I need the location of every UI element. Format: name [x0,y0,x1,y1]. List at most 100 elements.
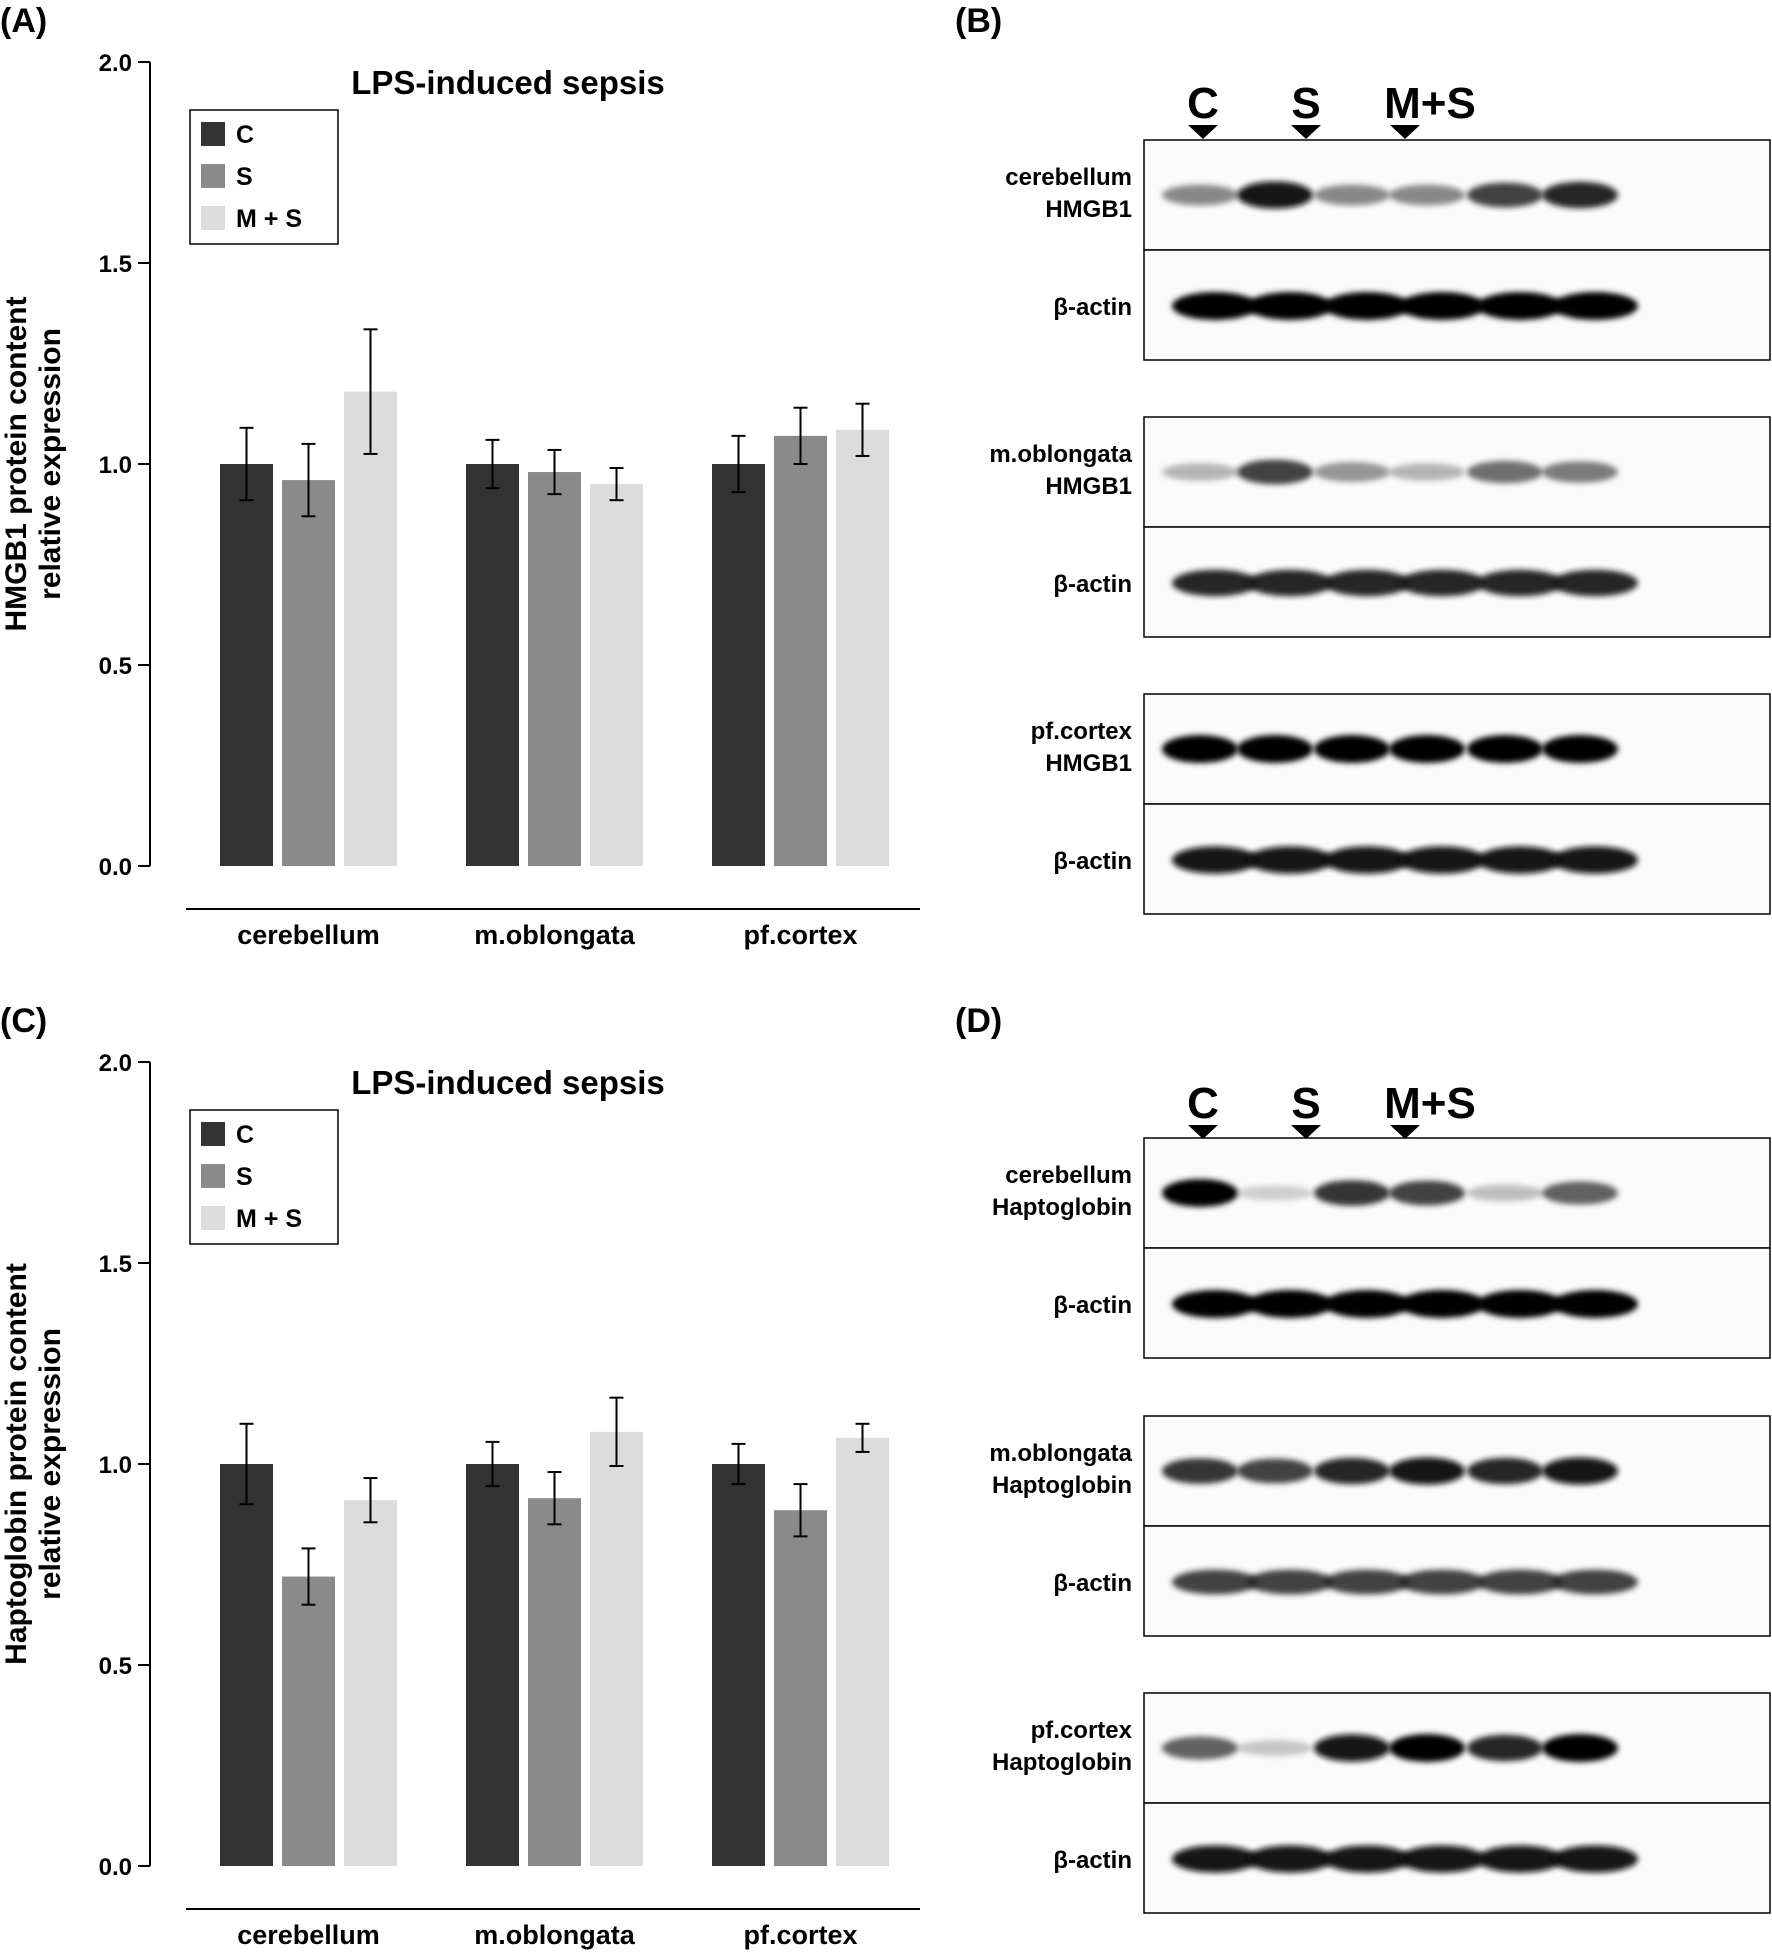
blot-band [1162,463,1238,481]
blot-band [1172,1845,1258,1873]
blot-band [1399,1569,1485,1595]
blot-band [1247,1290,1333,1318]
blot-band [1247,1569,1333,1595]
y-axis-label: HMGB1 protein content [0,296,33,631]
blot-band [1314,184,1390,206]
western-blot-panel-b: (B)C S M+ScerebellumHMGB1β-actinm.oblongat… [955,2,1771,915]
lane-label: M+S [1384,1079,1476,1128]
blot-target-label: Haptoglobin [992,1749,1132,1776]
y-tick-label: 0.0 [99,854,132,881]
blot-band [1552,292,1638,320]
blot-band [1542,1734,1618,1762]
blot-target-label: cerebellum [1005,1162,1132,1189]
blot-band [1542,735,1618,763]
blot-band [1389,1180,1465,1206]
y-tick-label: 0.5 [99,653,132,680]
bar [344,1500,397,1866]
bar [590,484,643,866]
blot-band [1552,1569,1638,1595]
bar-chart-panel-a: (A) 0.0 0.5 1.0 1.5 2.0 HMGB1 protein content r… [0,2,920,950]
blot-control-label: β-actin [1053,1570,1132,1597]
blot-target-label: pf.cortex [1031,1717,1133,1744]
blot-band [1237,735,1313,763]
lane-arrow [1188,1125,1218,1139]
category-label: pf.cortex [743,920,857,950]
bar-chart-panel-c: (C) 0.0 0.5 1.0 1.5 2.0 Haptoglobin protein co… [0,1002,920,1950]
blot-band [1467,182,1543,208]
blot-band [1399,846,1485,874]
legend-swatch [201,206,225,230]
lane-label: C [1187,1079,1219,1128]
blot-band [1389,463,1465,481]
blot-group: pf.cortex Haptoglobin β-actin [992,1692,1771,1914]
y-axis-label: Haptoglobin protein content [0,1263,33,1665]
bar [282,480,335,866]
blot-band [1552,1290,1638,1318]
blot-target-label: cerebellum [1005,164,1132,191]
blot-band [1247,292,1333,320]
blot-band [1477,292,1563,320]
chart-title: LPS-induced sepsis [351,1064,665,1101]
blot-band [1172,1569,1258,1595]
legend-entry: S [236,163,253,191]
blot-group: m.oblongata Haptoglobin β-actin [989,1415,1771,1637]
category-label: pf.cortex [743,1920,857,1950]
blot-band [1314,1734,1390,1762]
blot-target-label: pf.cortex [1031,718,1133,745]
blot-band [1467,735,1543,763]
blot-band [1172,846,1258,874]
blot-band [1314,735,1390,763]
y-tick-label: 0.5 [99,1653,132,1680]
blot-target-label: m.oblongata [989,1440,1132,1467]
blot-control-label: β-actin [1053,1292,1132,1319]
legend-entry: S [236,1163,253,1191]
blot-band [1477,1569,1563,1595]
blot-band [1389,184,1465,206]
category-label: m.oblongata [474,1920,635,1950]
blot-target-label: m.oblongata [989,441,1132,468]
panel-letter: (B) [955,2,1002,40]
blot-band [1324,1290,1410,1318]
legend-entry: M + S [236,1205,302,1233]
legend-entry: M + S [236,205,302,233]
blot-band [1324,1845,1410,1873]
category-label: m.oblongata [474,920,635,950]
bar [836,429,889,866]
y-tick-label: 1.5 [99,1251,132,1278]
blot-band [1314,1457,1390,1485]
bar [466,1464,519,1866]
legend-swatch [201,164,225,188]
blot-target-label: HMGB1 [1045,196,1132,223]
blot-band [1324,292,1410,320]
legend: CS M + S [189,109,339,245]
blot-group: pf.cortex HMGB1 β-actin [1031,693,1771,915]
blot-band [1324,846,1410,874]
bar [774,1510,827,1866]
blot-band [1389,735,1465,763]
category-label: cerebellum [237,920,380,950]
blot-band [1399,292,1485,320]
lane-arrow [1390,125,1420,139]
legend-entry: C [236,121,254,149]
blot-band [1389,1734,1465,1762]
blot-band [1247,569,1333,597]
bar [344,391,397,866]
blot-group: m.oblongata HMGB1 β-actin [989,416,1771,638]
blot-band [1162,735,1238,763]
y-tick-label: 2.0 [99,50,132,77]
y-tick-label: 1.5 [99,251,132,278]
blot-band [1162,184,1238,206]
blot-band [1542,461,1618,483]
bar [590,1431,643,1866]
blot-band [1324,1569,1410,1595]
lane-label: M+S [1384,79,1476,128]
lane-arrow [1188,125,1218,139]
blot-band [1552,569,1638,597]
blot-band [1389,1457,1465,1485]
blot-band [1467,1457,1543,1485]
y-tick-label: 1.0 [99,1452,132,1479]
blot-control-label: β-actin [1053,294,1132,321]
blot-band [1552,846,1638,874]
y-tick-label: 2.0 [99,1050,132,1077]
